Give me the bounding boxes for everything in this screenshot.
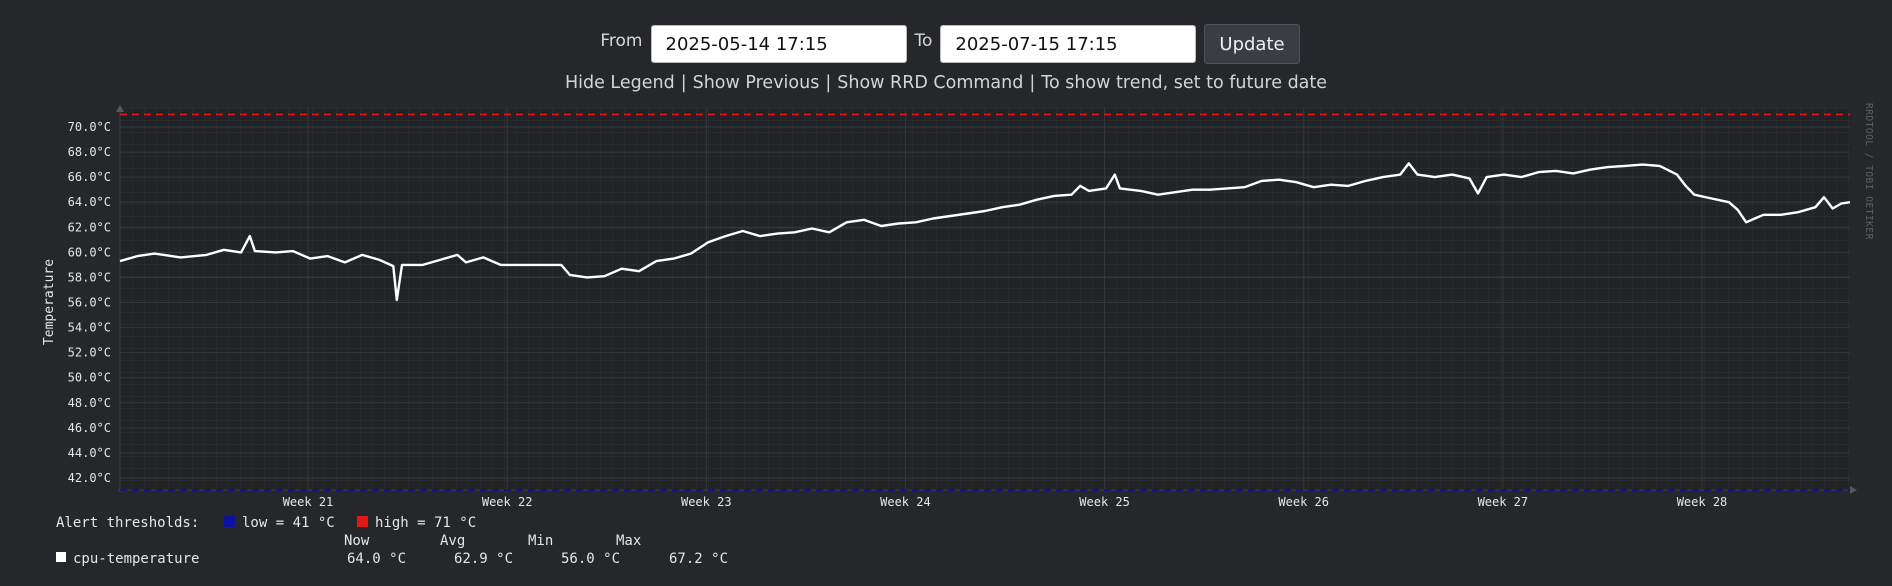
legend: Alert thresholds: low = 41 °C high = 71 … <box>56 515 728 567</box>
x-tick-label: Week 27 <box>1478 495 1529 509</box>
y-tick-label: 60.0°C <box>68 245 111 259</box>
x-tick-label: Week 26 <box>1278 495 1329 509</box>
alert-thresholds-label: Alert thresholds: <box>56 515 199 531</box>
y-tick-label: 42.0°C <box>68 471 111 485</box>
y-tick-label: 70.0°C <box>68 120 111 134</box>
x-tick-label: Week 25 <box>1079 495 1130 509</box>
stat-min: 56.0 °C <box>561 551 620 567</box>
x-tick-label: Week 22 <box>482 495 533 509</box>
low-threshold-swatch <box>224 516 235 527</box>
plot-minor-grid <box>120 108 1850 490</box>
y-tick-label: 56.0°C <box>68 296 111 310</box>
x-tick-label: Week 23 <box>681 495 732 509</box>
y-tick-label: 50.0°C <box>68 371 111 385</box>
x-tick-label: Week 24 <box>880 495 931 509</box>
show-previous-link[interactable]: Show Previous <box>692 73 820 93</box>
y-axis-arrow <box>116 105 124 112</box>
y-axis-label: Temperature <box>42 259 57 345</box>
y-tick-label: 68.0°C <box>68 145 111 159</box>
y-tick-label: 52.0°C <box>68 346 111 360</box>
stat-now: 64.0 °C <box>347 551 406 567</box>
high-threshold-label: high = 71 °C <box>375 515 476 531</box>
y-tick-label: 54.0°C <box>68 321 111 335</box>
graph-options-links: Hide Legend | Show Previous | Show RRD Comma… <box>0 73 1892 93</box>
stat-avg: 62.9 °C <box>454 551 513 567</box>
y-tick-label: 46.0°C <box>68 421 111 435</box>
x-axis-ticks: Week 21 Week 22 Week 23 Week 24 Week 25 Week … <box>283 108 1728 509</box>
series-swatch <box>56 552 66 562</box>
legend-header-avg: Avg <box>440 533 465 549</box>
y-tick-label: 62.0°C <box>68 220 111 234</box>
trend-note: To show trend, set to future date <box>1041 73 1328 93</box>
link-separator: | <box>680 73 687 93</box>
y-tick-label: 44.0°C <box>68 446 111 460</box>
show-rrd-command-link[interactable]: Show RRD Command <box>837 73 1024 93</box>
legend-header-max: Max <box>616 533 641 549</box>
cpu-temperature-line <box>119 162 1851 302</box>
legend-header-now: Now <box>344 533 370 549</box>
y-tick-label: 64.0°C <box>68 195 111 209</box>
link-separator: | <box>825 73 832 93</box>
link-separator: | <box>1029 73 1036 93</box>
legend-header-min: Min <box>528 533 553 549</box>
update-button[interactable]: Update <box>1204 24 1300 64</box>
from-label: From <box>600 31 643 51</box>
x-tick-label: Week 21 <box>283 495 334 509</box>
y-tick-label: 58.0°C <box>68 270 111 284</box>
to-label: To <box>914 31 933 51</box>
high-threshold-swatch <box>357 516 368 527</box>
rrdtool-watermark: RRDTOOL / TOBI OETIKER <box>1863 103 1874 240</box>
hide-legend-link[interactable]: Hide Legend <box>564 73 675 93</box>
low-threshold-label: low = 41 °C <box>242 515 335 531</box>
y-tick-label: 66.0°C <box>68 170 111 184</box>
from-date-input[interactable] <box>650 25 907 63</box>
date-range-controls: From To Update <box>0 22 1892 66</box>
y-tick-label: 48.0°C <box>68 396 111 410</box>
y-axis-ticks: 42.0°C 44.0°C 46.0°C 48.0°C 50.0°C 52.0°C 54.0… <box>68 120 1850 485</box>
series-name: cpu-temperature <box>73 551 199 567</box>
x-tick-label: Week 28 <box>1677 495 1728 509</box>
x-axis-arrow <box>1850 486 1857 494</box>
to-date-input[interactable] <box>940 25 1197 63</box>
stat-max: 67.2 °C <box>669 551 728 567</box>
